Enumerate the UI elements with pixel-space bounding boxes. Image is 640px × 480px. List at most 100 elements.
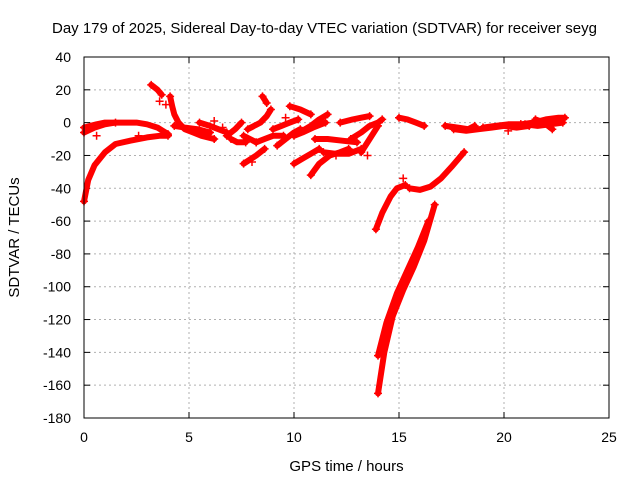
series-arc-3 (81, 119, 119, 131)
series-arc-11 (244, 106, 274, 133)
x-tick-label: 20 (496, 429, 512, 445)
y-tick-label: -60 (51, 213, 71, 229)
series-arc-34 (480, 121, 524, 131)
series-arc-13 (240, 145, 268, 167)
data-point (248, 158, 256, 167)
x-tick-label: 5 (185, 429, 193, 445)
data-point (170, 121, 179, 130)
series-arc-16 (274, 126, 304, 149)
data-point (111, 118, 120, 127)
data-point (441, 121, 450, 130)
data-point (92, 131, 101, 140)
y-tick-label: -80 (51, 246, 71, 262)
data-point (195, 118, 204, 127)
series-arc-20 (299, 111, 331, 134)
data-point (306, 110, 315, 119)
data-point (332, 151, 340, 160)
series-arc-30 (406, 149, 468, 193)
y-tick-label: -180 (43, 410, 71, 426)
data-point (237, 118, 246, 127)
data-point (252, 138, 261, 147)
data-point (405, 184, 414, 193)
data-point (504, 126, 513, 135)
y-axis-label: SDTVAR / TECUs (6, 177, 23, 297)
data-point (260, 144, 269, 153)
series-arc-18 (291, 145, 323, 167)
x-tick-label: 10 (286, 429, 302, 445)
series-arc-26 (358, 122, 381, 156)
data-point (258, 92, 267, 101)
y-tick-label: -120 (43, 312, 71, 328)
x-tick-label: 25 (601, 429, 617, 445)
y-tick-label: -40 (51, 180, 71, 196)
grid (84, 57, 609, 418)
data-point (521, 120, 529, 129)
data-point (239, 131, 248, 140)
data-point (227, 135, 235, 144)
data-point (449, 125, 458, 134)
data-point (294, 115, 303, 124)
data-point (424, 217, 433, 226)
data-point (222, 131, 231, 140)
data-point (166, 92, 175, 101)
data-point (134, 131, 143, 140)
data-point (290, 159, 298, 168)
y-tick-label: 20 (55, 82, 71, 98)
series-arc-28 (375, 201, 438, 397)
data-point (321, 118, 330, 127)
data-point (336, 118, 345, 127)
series-arc-17 (286, 103, 314, 118)
series-arc-37 (532, 116, 556, 133)
y-tick-label: 40 (55, 49, 71, 65)
series-arc-1 (81, 132, 171, 205)
data-point (479, 123, 487, 132)
data-point (157, 90, 166, 99)
data-point (374, 351, 382, 360)
data-point (420, 121, 429, 130)
series-arc-6 (171, 122, 213, 136)
data-point (374, 121, 382, 130)
data-point (365, 112, 374, 121)
data-point (161, 100, 170, 109)
series-arc-23 (320, 145, 365, 157)
data-point (315, 144, 324, 153)
data-point (155, 97, 164, 106)
x-tick-label: 15 (391, 429, 407, 445)
data-point (460, 148, 469, 157)
series-arc-4 (148, 81, 165, 98)
data-point (273, 141, 282, 150)
data-point (430, 200, 439, 209)
data-point (239, 159, 248, 168)
y-tick-label: -100 (43, 279, 71, 295)
data-point (378, 115, 387, 124)
data-point (206, 128, 214, 137)
x-tick-label: 0 (80, 429, 88, 445)
plot-area (80, 80, 569, 398)
y-tick-label: 0 (63, 115, 71, 131)
data-point (262, 98, 271, 107)
data-point (346, 135, 355, 144)
data-point (290, 131, 298, 140)
data-point (319, 148, 328, 157)
data-point (374, 389, 382, 398)
data-point (399, 174, 408, 183)
y-tick-label: -140 (43, 344, 71, 360)
data-point (147, 80, 156, 89)
series-arc-15 (270, 116, 302, 133)
data-point (371, 225, 380, 234)
data-point (395, 113, 403, 122)
y-tick-label: -20 (51, 147, 71, 163)
series-arc-24 (337, 113, 373, 126)
data-point (243, 125, 252, 134)
data-point (210, 135, 219, 144)
data-point (164, 130, 172, 139)
data-point (357, 148, 366, 157)
data-point (266, 105, 275, 114)
data-point (218, 123, 227, 132)
data-point (560, 113, 569, 122)
data-point (298, 126, 307, 135)
data-point (531, 115, 540, 124)
x-axis-label: GPS time / hours (289, 458, 403, 475)
chart-title: Day 179 of 2025, Sidereal Day-to-day VTE… (52, 20, 597, 37)
